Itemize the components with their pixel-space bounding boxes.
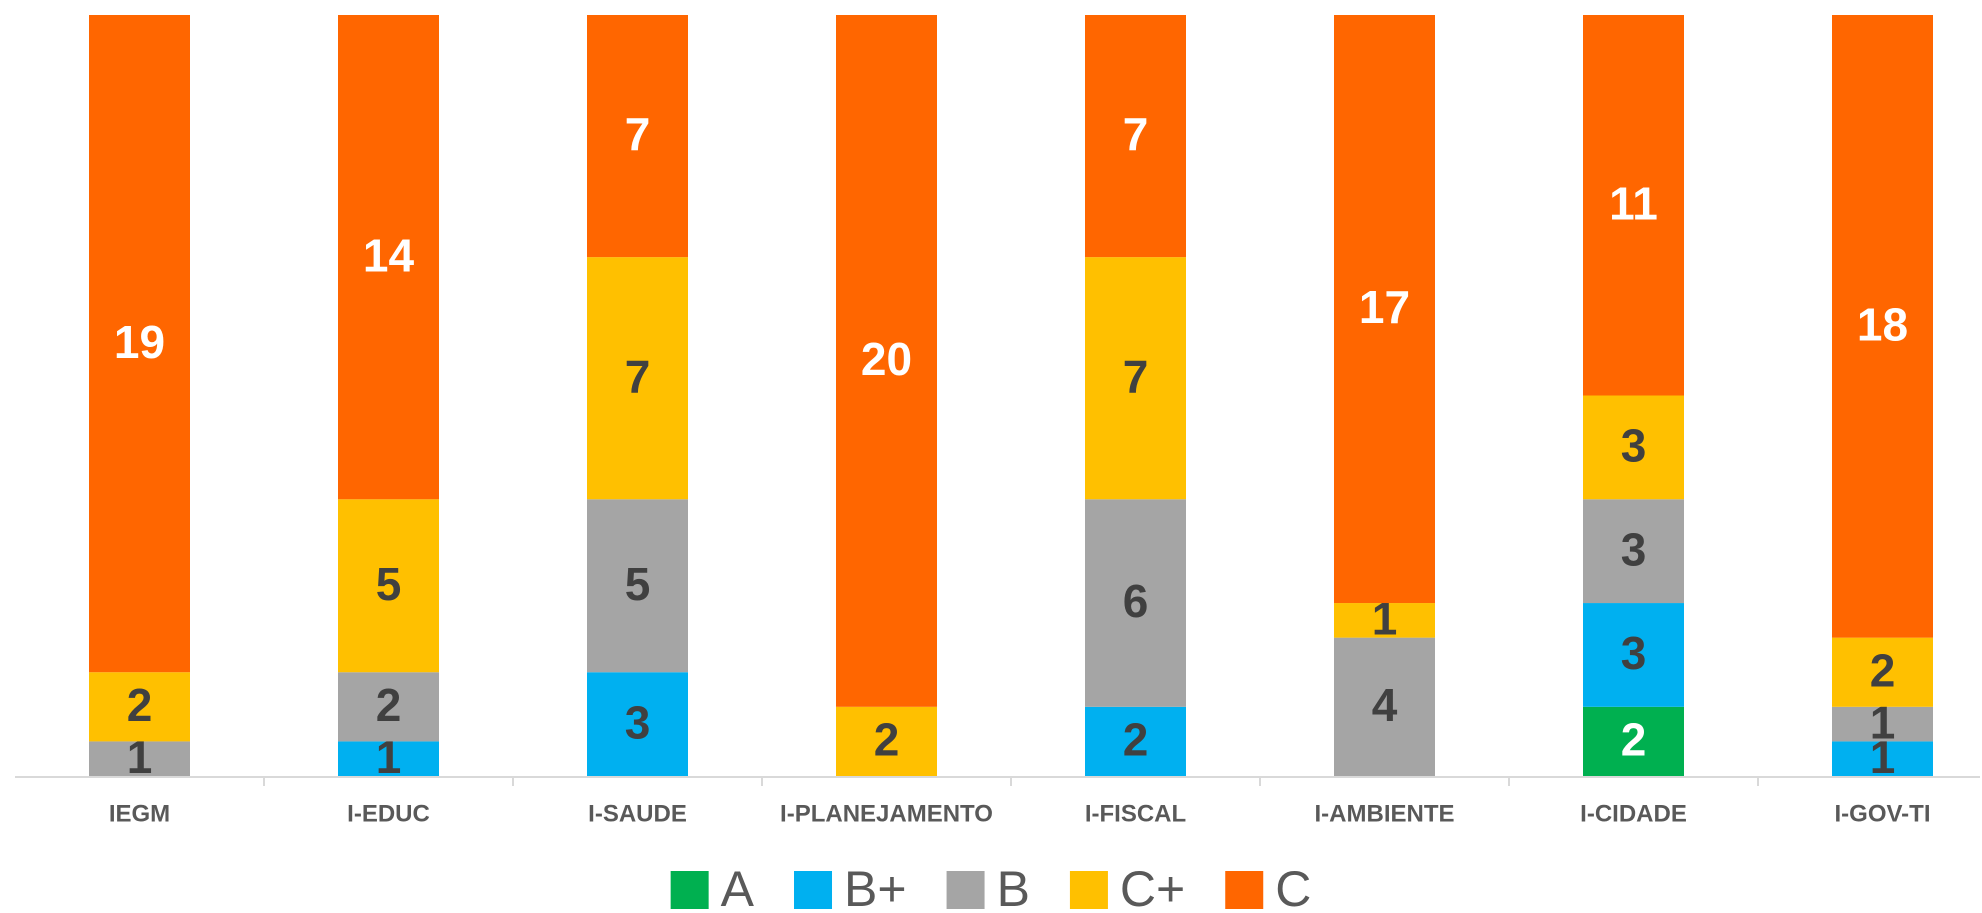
bar-segment: [1085, 15, 1186, 258]
legend-label: A: [721, 861, 755, 913]
data-label: 5: [625, 558, 651, 610]
bar-segment: [1583, 603, 1684, 707]
bar-segment: [1832, 741, 1933, 776]
data-label: 18: [1857, 298, 1908, 350]
legend-label: C: [1275, 861, 1311, 913]
legend-label: B+: [844, 861, 907, 913]
bar-segment: [338, 15, 439, 500]
data-label: 2: [376, 679, 402, 731]
legend-swatch: [946, 871, 985, 909]
data-label: 17: [1359, 281, 1410, 333]
data-label: 4: [1372, 679, 1398, 731]
data-label: 2: [874, 714, 900, 766]
data-label: 19: [114, 316, 165, 368]
data-label: 3: [1621, 627, 1647, 679]
data-label: 3: [1621, 420, 1647, 472]
bar-segment: [1334, 637, 1435, 776]
data-label: 2: [127, 679, 153, 731]
bar-segment: [1085, 257, 1186, 500]
bar-segment: [587, 15, 688, 258]
x-tick-label: I-PLANEJAMENTO: [780, 800, 993, 827]
bar-segment: [1583, 15, 1684, 396]
data-label: 7: [1123, 350, 1149, 402]
bar-segment: [338, 499, 439, 673]
bar-segment: [1832, 15, 1933, 638]
data-label: 2: [1621, 714, 1647, 766]
bar-segment: [1583, 706, 1684, 776]
x-tick-label: I-AMBIENTE: [1315, 800, 1455, 827]
bar-segment: [1832, 706, 1933, 742]
legend-swatch: [1069, 871, 1108, 909]
x-tick-label: IEGM: [109, 800, 170, 827]
bar-segment: [1334, 15, 1435, 604]
x-tick-label: I-FISCAL: [1085, 800, 1186, 827]
bar-segment: [338, 672, 439, 742]
x-tick-label: I-EDUC: [347, 800, 430, 827]
bar-segment: [587, 499, 688, 673]
bar-segment: [1334, 603, 1435, 638]
bar-segment: [836, 706, 937, 776]
data-label: 3: [1621, 523, 1647, 575]
bar-segment: [1085, 499, 1186, 707]
data-label: 2: [1870, 644, 1896, 696]
bar-segment: [1583, 499, 1684, 604]
legend-label: B: [997, 861, 1030, 913]
legend-swatch: [670, 871, 709, 909]
data-label: 7: [625, 108, 651, 160]
data-label: 11: [1609, 177, 1658, 229]
data-label: 7: [625, 350, 651, 402]
data-label: 5: [376, 558, 402, 610]
data-label: 7: [1123, 108, 1149, 160]
bar-segment: [587, 257, 688, 500]
bar-segment: [1832, 637, 1933, 707]
bar-segment: [89, 741, 190, 776]
legend-label: C+: [1120, 861, 1185, 913]
data-label: 3: [625, 696, 651, 748]
bar-segment: [89, 672, 190, 742]
x-tick-label: I-SAUDE: [588, 800, 687, 827]
bar-segment: [836, 15, 937, 707]
x-tick-label: I-CIDADE: [1580, 800, 1687, 827]
bar-segment: [338, 741, 439, 776]
legend-swatch: [794, 871, 833, 909]
data-label: 2: [1123, 714, 1149, 766]
bar-segment: [1085, 706, 1186, 776]
data-label: 14: [363, 229, 415, 281]
data-label: 6: [1123, 575, 1149, 627]
bar-segment: [1583, 395, 1684, 500]
data-label: 20: [861, 333, 912, 385]
bar-segment: [587, 672, 688, 776]
x-tick-label: I-GOV-TI: [1835, 800, 1931, 827]
legend-swatch: [1225, 871, 1264, 909]
bar-segment: [89, 15, 190, 673]
